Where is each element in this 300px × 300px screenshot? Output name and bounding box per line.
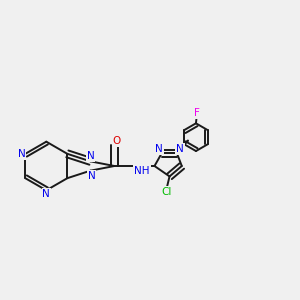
Text: O: O xyxy=(113,136,121,146)
Text: N: N xyxy=(17,149,25,159)
Text: N: N xyxy=(88,171,96,181)
Text: N: N xyxy=(87,151,94,161)
Text: F: F xyxy=(194,108,200,118)
Text: N: N xyxy=(155,144,163,154)
Text: N: N xyxy=(176,144,184,154)
Text: N: N xyxy=(42,189,50,199)
Text: NH: NH xyxy=(134,166,150,176)
Text: Cl: Cl xyxy=(162,187,172,197)
